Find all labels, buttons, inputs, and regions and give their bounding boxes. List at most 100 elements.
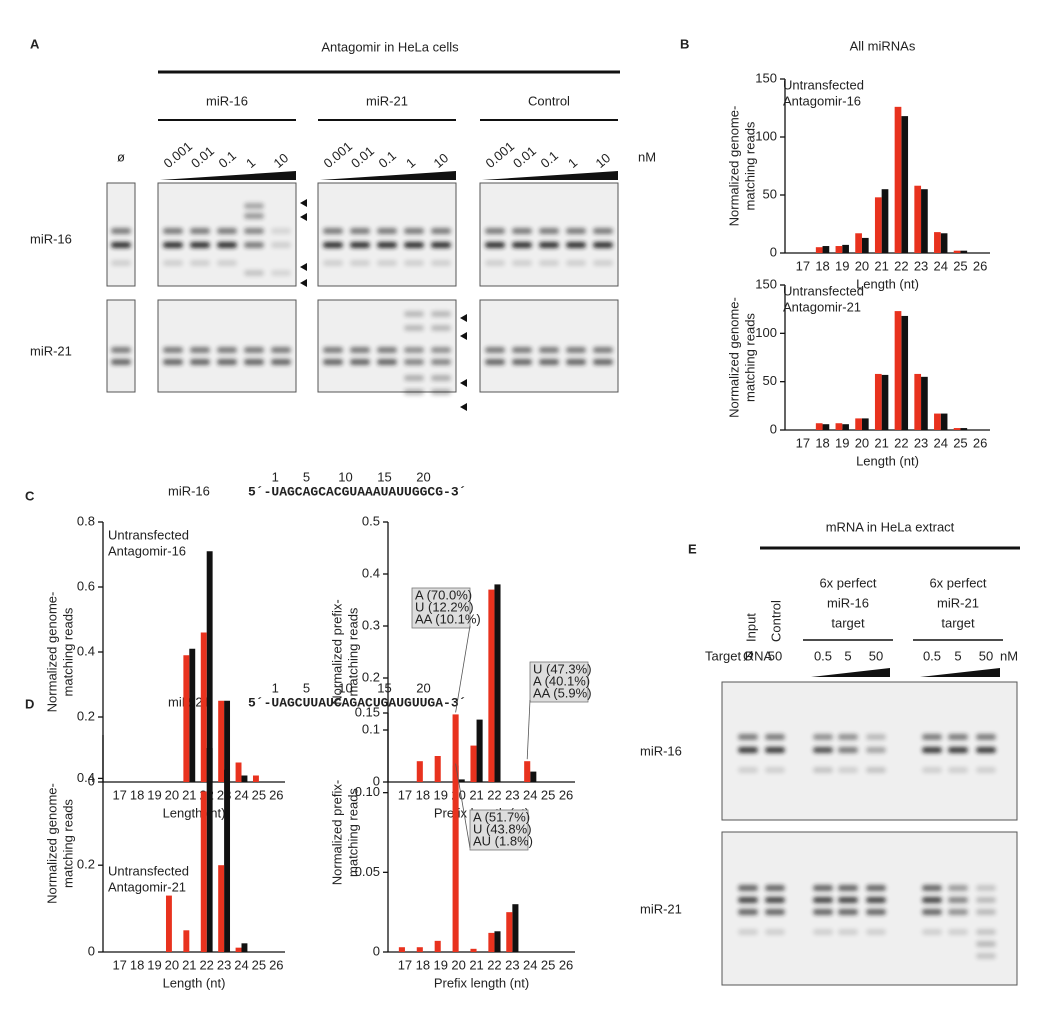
x-tick-label: 17 xyxy=(398,957,412,972)
x-tick-label: 22 xyxy=(487,787,501,802)
bar xyxy=(241,943,248,952)
gel-band xyxy=(404,375,424,381)
x-tick-label: 21 xyxy=(874,258,888,273)
gel-band xyxy=(431,389,451,395)
gel-band xyxy=(485,260,505,266)
y-axis-label: Normalized genome- xyxy=(44,592,59,713)
gel-band xyxy=(593,347,613,353)
gel-band xyxy=(163,347,183,353)
gel-band xyxy=(404,325,424,331)
x-tick-label: 25 xyxy=(541,787,555,802)
x-tick-label: 22 xyxy=(894,435,908,450)
target-label: miR-21 xyxy=(937,595,979,610)
legend-entry: Antagomir-16 xyxy=(108,543,186,558)
gel-band xyxy=(111,347,131,353)
gel-band xyxy=(323,347,343,353)
sequence: 5´-UAGCAGCACGUAAAUAUUGGCG-3´ xyxy=(248,484,466,499)
bar xyxy=(842,244,849,253)
gel-band xyxy=(838,929,858,935)
gel-band xyxy=(512,228,532,234)
gel-band xyxy=(765,747,785,753)
row-header: Target RNA xyxy=(705,648,773,663)
y-tick-label: 0.4 xyxy=(77,643,95,658)
x-tick-label: 24 xyxy=(934,435,948,450)
x-axis-label: Length (nt) xyxy=(856,276,919,291)
y-axis-label: Normalized genome- xyxy=(726,106,741,227)
y-tick-label: 50 xyxy=(763,186,777,201)
concentration-label: 0.001 xyxy=(482,139,517,171)
y-tick-label: 0.1 xyxy=(362,721,380,736)
bar xyxy=(494,931,501,952)
concentration-label: 1 xyxy=(403,155,418,171)
gel-band xyxy=(485,242,505,248)
gel-band xyxy=(431,359,451,365)
gel-band xyxy=(813,734,833,740)
sequence-position: 5 xyxy=(303,469,310,484)
concentration-label: 0.1 xyxy=(375,148,398,171)
gel-band xyxy=(244,347,264,353)
sequence-position: 5 xyxy=(303,680,310,695)
y-tick-label: 0.6 xyxy=(77,578,95,593)
target-label: target xyxy=(831,615,865,630)
gel-band xyxy=(593,359,613,365)
gel-band xyxy=(539,347,559,353)
gel-band xyxy=(838,885,858,891)
gel-band xyxy=(948,885,968,891)
bar xyxy=(901,116,909,254)
gel-band xyxy=(163,242,183,248)
x-tick-label: 26 xyxy=(973,258,987,273)
gel-band xyxy=(765,734,785,740)
x-tick-label: 17 xyxy=(112,957,126,972)
gel-band xyxy=(431,260,451,266)
gel-band xyxy=(190,347,210,353)
bar xyxy=(200,791,207,952)
gel-band xyxy=(738,885,758,891)
gel-band xyxy=(922,897,942,903)
bar xyxy=(183,655,190,782)
concentration-label: 0.1 xyxy=(537,148,560,171)
y-tick-label: 0 xyxy=(770,421,777,436)
legend-entry: Untransfected xyxy=(108,527,189,542)
x-tick-label: 25 xyxy=(541,957,555,972)
annotation-text: A (51.7%) xyxy=(473,809,530,824)
annotation-text: AA (5.9%) xyxy=(533,685,592,700)
gel-band xyxy=(485,359,505,365)
bar xyxy=(914,373,922,430)
bar xyxy=(940,233,948,253)
x-tick-label: 22 xyxy=(199,957,213,972)
bar xyxy=(398,947,405,952)
y-tick-label: 0.2 xyxy=(77,708,95,723)
gel-band xyxy=(217,347,237,353)
gel-band xyxy=(738,734,758,740)
unit-label: nM xyxy=(1000,648,1018,663)
gel-band xyxy=(765,897,785,903)
bar xyxy=(901,315,909,430)
bar xyxy=(894,106,902,253)
y-axis-label: matching reads xyxy=(60,799,75,888)
concentration-label: 0.001 xyxy=(320,139,355,171)
concentration-label: 0.5 xyxy=(814,648,832,663)
y-tick-label: 0 xyxy=(770,244,777,259)
gel-band xyxy=(377,260,397,266)
gel-band xyxy=(948,767,968,773)
concentration-wedge xyxy=(482,171,618,180)
gel-band xyxy=(922,767,942,773)
gel-band xyxy=(377,228,397,234)
gel-band xyxy=(431,228,451,234)
bar xyxy=(470,745,477,782)
x-tick-label: 18 xyxy=(130,787,144,802)
bar xyxy=(822,424,830,430)
gel-band xyxy=(111,260,131,266)
gel-frame xyxy=(157,299,297,393)
x-tick-label: 25 xyxy=(252,787,266,802)
y-tick-label: 150 xyxy=(755,70,777,85)
gel-band xyxy=(813,897,833,903)
annotation-text: A (40.1%) xyxy=(533,673,590,688)
bar xyxy=(241,775,248,782)
bar xyxy=(861,418,869,430)
x-tick-label: 19 xyxy=(835,435,849,450)
x-tick-label: 18 xyxy=(815,435,829,450)
x-tick-label: 21 xyxy=(182,787,196,802)
gel-band xyxy=(404,311,424,317)
